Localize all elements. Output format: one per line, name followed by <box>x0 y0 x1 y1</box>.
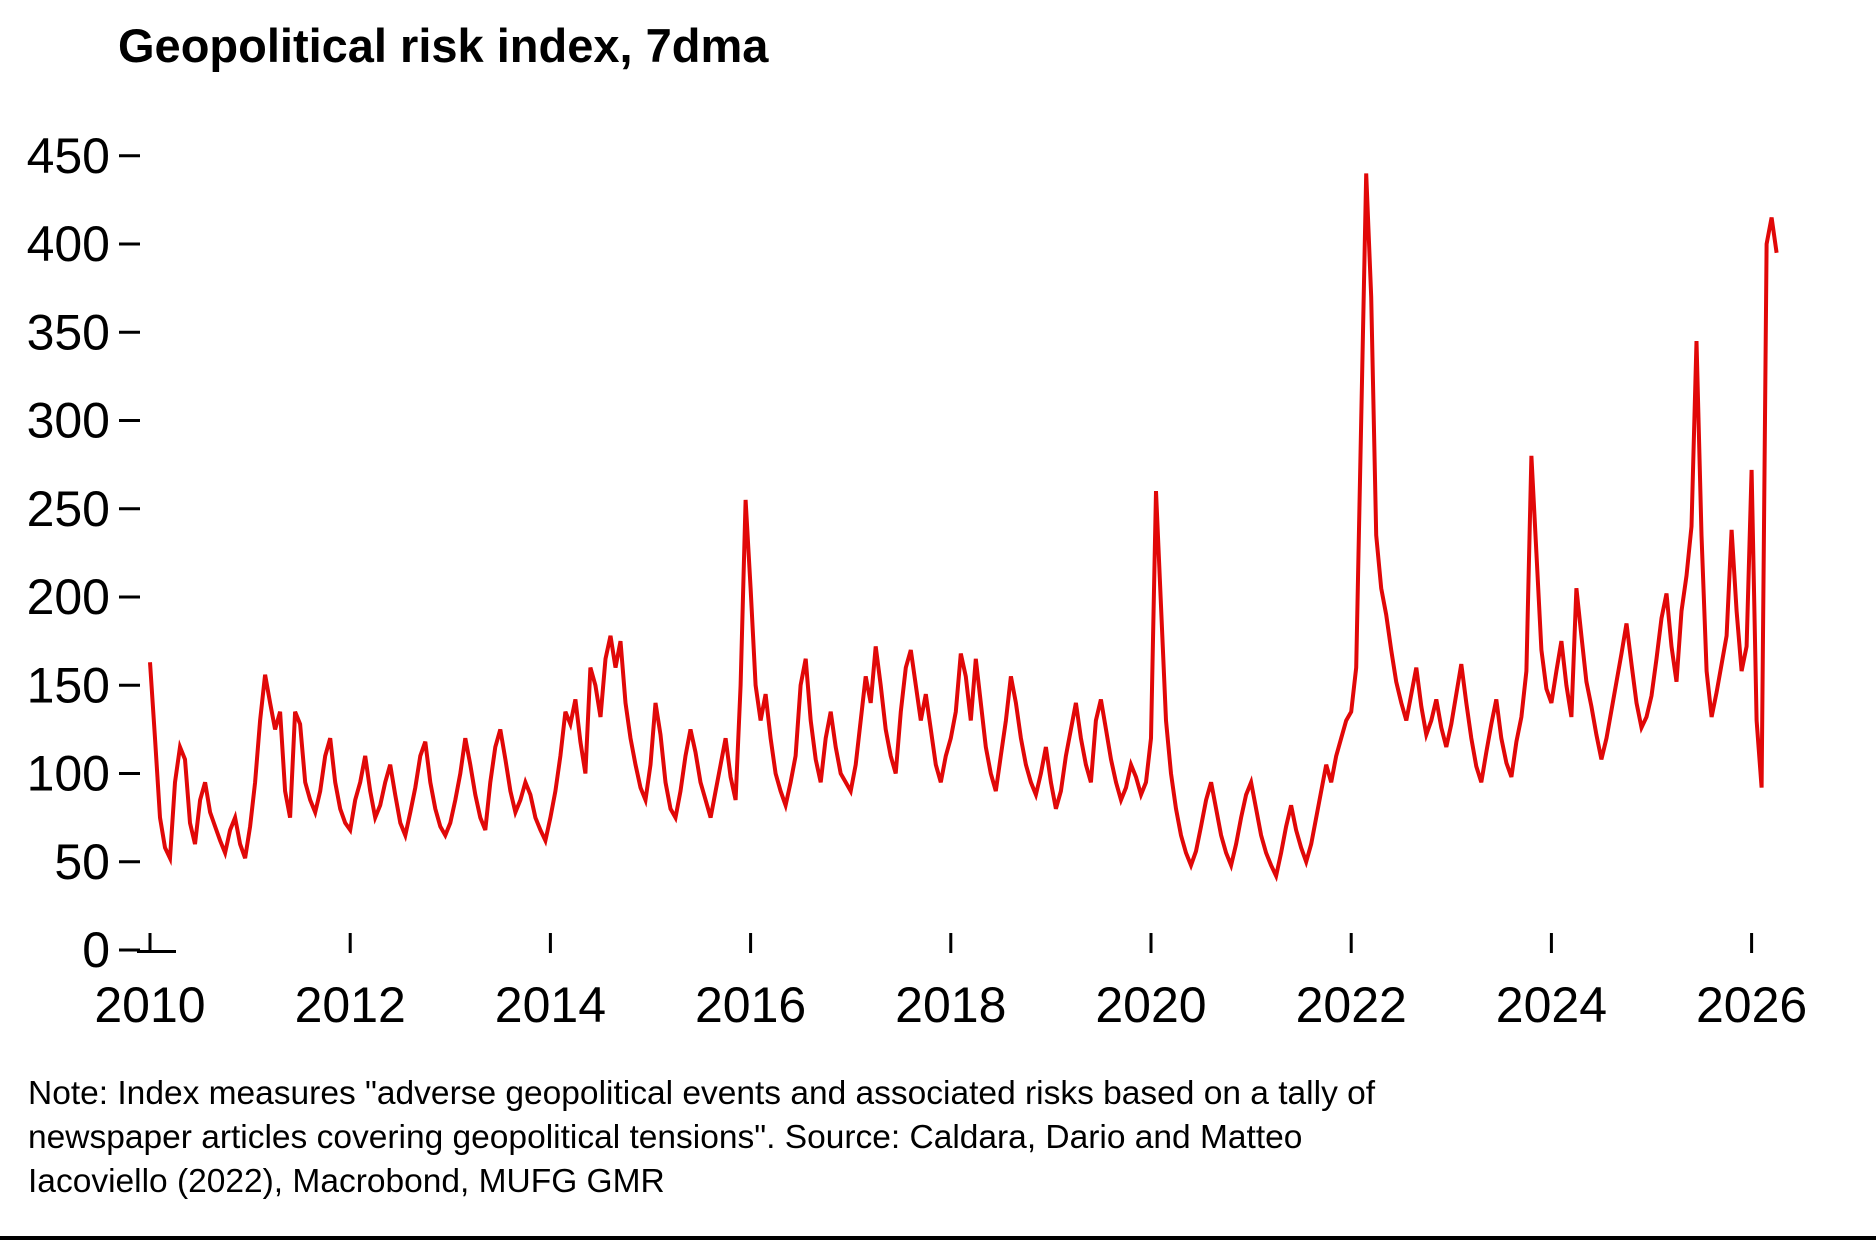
chart-footnote: Note: Index measures "adverse geopolitic… <box>28 1072 1375 1205</box>
axis-label-layer: 0 50 100 150 200 250 300 350 400 450 2010 2012 2014 2… <box>27 128 1808 1033</box>
y-tick-label-250: 250 <box>27 481 110 537</box>
y-tick-label-200: 200 <box>27 569 110 625</box>
y-tick-label-450: 450 <box>27 128 110 184</box>
y-tick-label-150: 150 <box>27 657 110 713</box>
y-tick-label-0: 0 <box>82 922 110 978</box>
y-tick-label-300: 300 <box>27 393 110 449</box>
footnote-line-3: Iacoviello (2022), Macrobond, MUFG GMR <box>28 1163 665 1201</box>
y-tick-label-50: 50 <box>54 834 110 890</box>
y-tick-label-350: 350 <box>27 304 110 360</box>
x-tick-label-2016: 2016 <box>695 977 806 1033</box>
x-tick-label-2010: 2010 <box>94 977 205 1033</box>
y-tick-label-100: 100 <box>27 746 110 802</box>
footnote-line-1: Note: Index measures "adverse geopolitic… <box>28 1075 1376 1112</box>
x-tick-label-2022: 2022 <box>1296 977 1407 1033</box>
footnote-line-2: newspaper articles covering geopolitical… <box>28 1119 1303 1157</box>
x-tick-label-2026: 2026 <box>1696 977 1807 1033</box>
x-tick-label-2014: 2014 <box>495 977 606 1033</box>
x-tick-label-2024: 2024 <box>1496 977 1607 1033</box>
axis-tick-layer <box>119 154 1754 953</box>
x-tick-label-2012: 2012 <box>295 977 406 1033</box>
risk-line-series <box>148 173 1779 883</box>
x-tick-label-2018: 2018 <box>895 977 1006 1033</box>
y-tick-label-400: 400 <box>27 216 110 272</box>
chart-title: Geopolitical risk index, 7dma <box>118 19 769 72</box>
bottom-border-line <box>0 1236 1876 1240</box>
x-tick-label-2020: 2020 <box>1095 977 1206 1033</box>
